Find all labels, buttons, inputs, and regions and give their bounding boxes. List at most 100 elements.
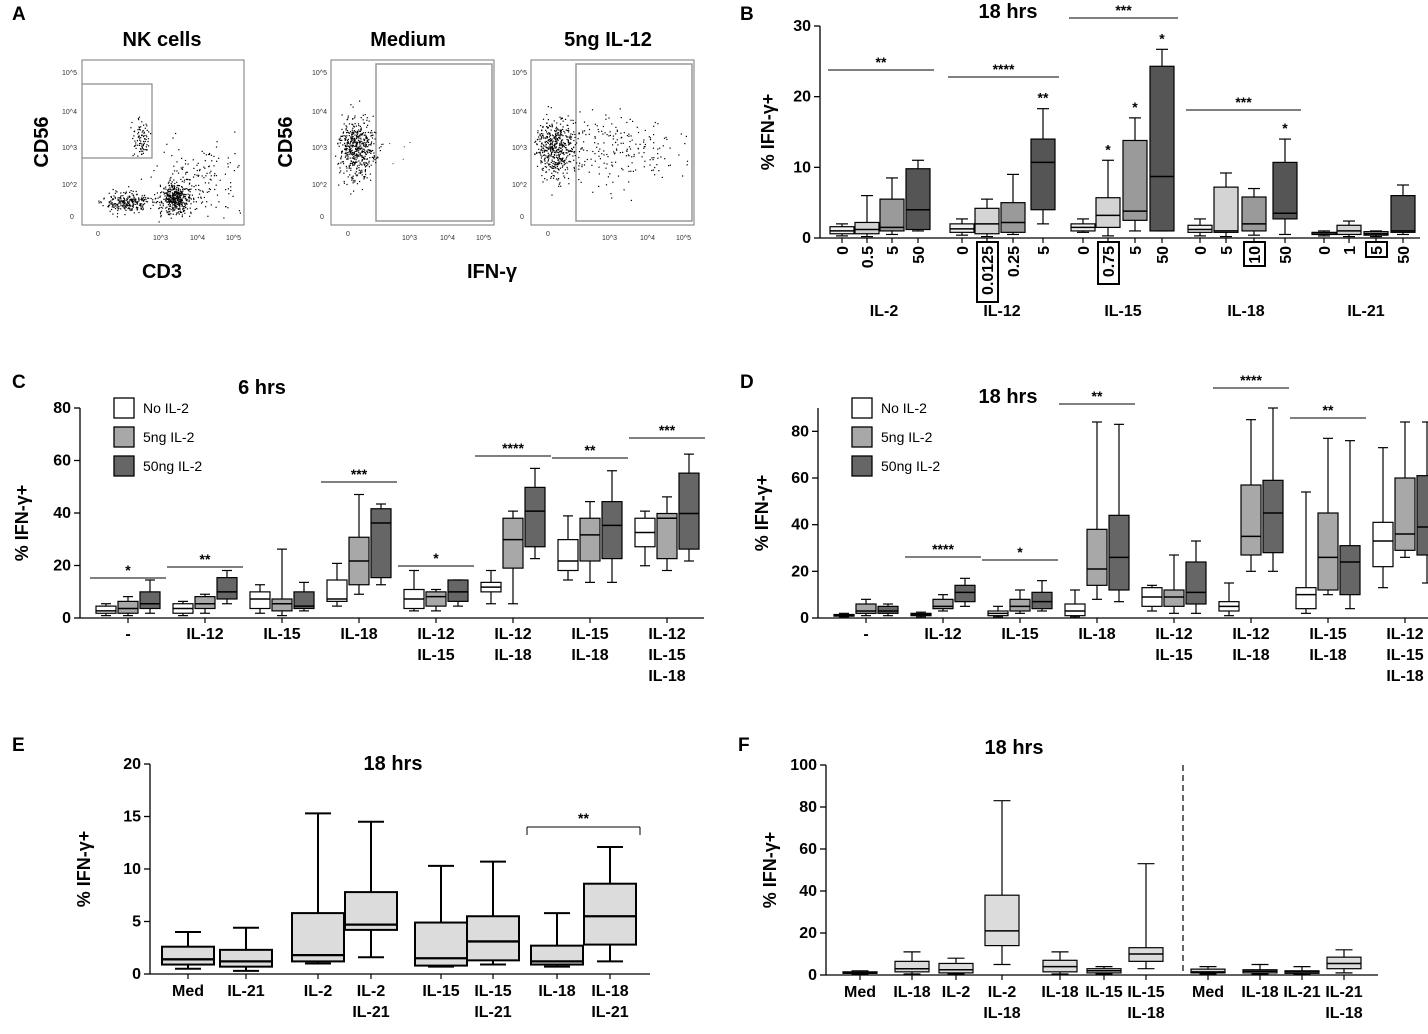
flow-event [215,175,217,177]
flow-event [555,136,557,138]
flow-event [358,172,360,174]
flow-event [112,198,115,200]
flow-event [354,139,356,141]
flow-event [348,148,350,150]
flow-event [603,150,605,152]
flow-event [360,117,362,119]
box-iqr [1372,521,1394,568]
flow-event [111,202,113,204]
flow-event [185,173,187,175]
flow-event [559,167,562,169]
panel-b-group: 0 0.5 5 50**IL-2 [828,54,934,320]
flow-event [370,164,372,166]
flow-event [123,202,125,204]
flow-event [140,208,142,210]
svg-text:10^3: 10^3 [62,145,77,152]
flow-event [152,204,154,206]
flow-event [582,130,584,132]
flow-event [347,117,349,119]
flow-event [607,176,609,178]
flow-event [598,155,600,157]
category-label: IL-21 [1283,984,1320,1001]
flow-event [358,141,360,143]
highlight-box [1365,241,1388,258]
flow-event [615,148,618,150]
flow-event [354,141,356,143]
flow-event [614,152,616,154]
highlight-box [1243,241,1266,267]
flow-event [110,202,112,204]
box-iqr [1064,603,1086,617]
flow-event [371,141,373,143]
flow-event [556,142,558,145]
flow-event [139,151,141,153]
flow-event [121,200,123,203]
flow-event [193,198,195,201]
flow-event [354,155,356,157]
flow-event [540,149,542,151]
flow-event [161,210,163,212]
flow-event [552,165,554,168]
flow-event [542,126,544,129]
flow-event [361,188,363,191]
flow-event [563,175,565,177]
flow-event [375,162,377,164]
flow-event [140,205,142,207]
flow-event [557,151,559,153]
flow-event [550,161,552,163]
box [1326,949,1362,974]
flow-event [553,167,555,169]
flow-event [583,121,586,123]
box-iqr [894,960,930,973]
flow-event [368,120,370,122]
flow-event [550,150,552,152]
flow-event [342,161,344,163]
flow-event [181,211,183,214]
flow-event [172,199,174,201]
flow-event [627,165,629,167]
flow-event [181,186,183,188]
flow-event [555,164,557,166]
flow-event [345,129,347,131]
box [1295,491,1317,614]
flow-event [172,187,174,190]
flow-event [170,217,172,219]
flow-title-nk-cells: NK cells [123,29,202,51]
flow-event [549,146,551,148]
flow-event [346,132,348,134]
flow-event [354,157,356,159]
flow-event [156,192,158,194]
flow-event [653,125,655,127]
box [910,611,932,618]
flow-event [347,142,349,144]
flow-event [343,163,345,165]
flow-event [352,118,354,120]
flow-event [132,203,135,205]
box [833,612,855,618]
flow-event [190,212,192,214]
flow-event [358,146,360,149]
category-label: IL-12 [494,626,531,643]
flow-event [170,197,172,199]
flow-event [344,148,347,150]
svg-text:10^4: 10^4 [190,235,205,242]
flow-event [353,125,355,127]
category-label: IL-18 [1386,668,1423,685]
flow-event [167,201,169,203]
box-iqr [530,944,584,966]
flow-event [159,185,162,188]
flow-event [344,156,346,158]
flow-event [644,146,646,148]
flow-event [168,212,170,214]
flow-event [549,132,551,134]
flow-event [196,169,198,172]
flow-event [341,114,343,116]
box-iqr [466,915,520,962]
flow-event [538,136,540,138]
flow-event [115,204,117,206]
flow-event [547,126,549,128]
flow-event [176,196,178,198]
flow-event [131,200,133,202]
